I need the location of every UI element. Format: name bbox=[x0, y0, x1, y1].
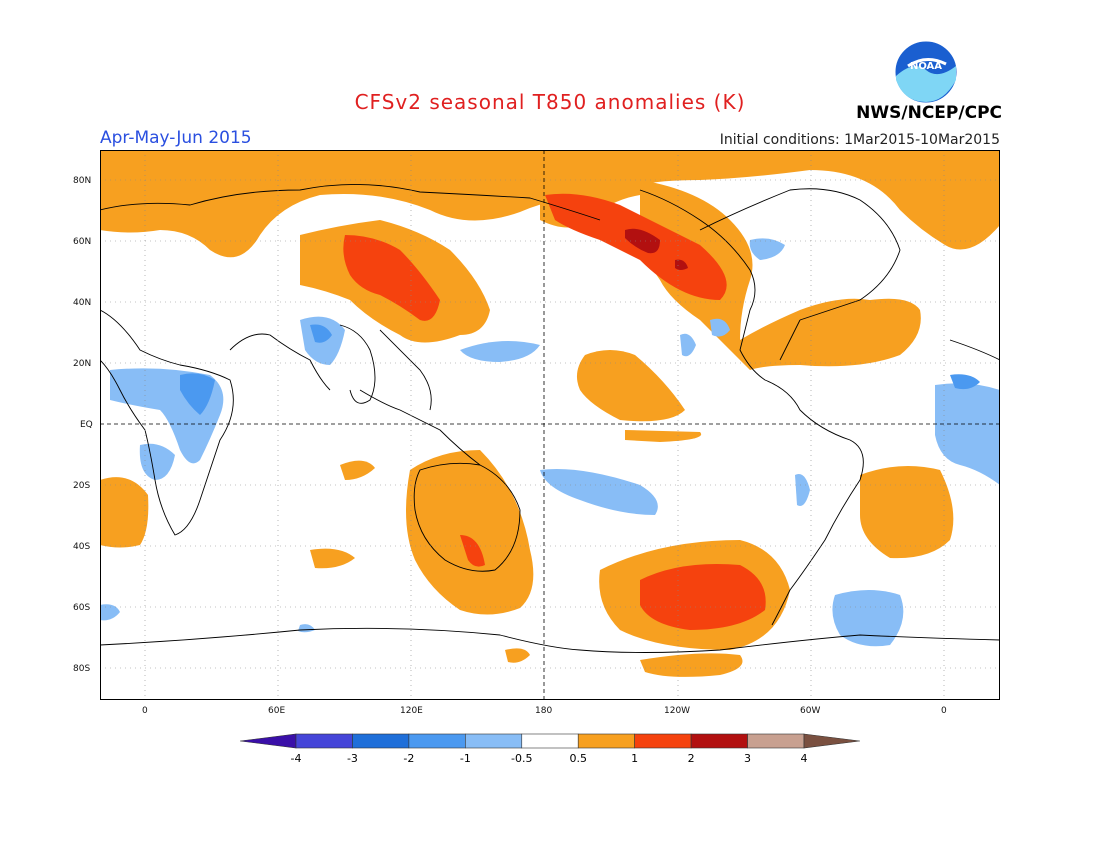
lon-label: 180 bbox=[535, 706, 553, 716]
lat-label: 40N bbox=[73, 298, 92, 308]
lat-label: 40S bbox=[73, 542, 91, 552]
lon-label: 0 bbox=[941, 706, 947, 716]
lat-label: EQ bbox=[80, 420, 93, 430]
colorbar: -4 -3 -2 -1 -0.5 0.5 1 2 3 4 bbox=[240, 733, 860, 765]
colorbar-swatch bbox=[352, 733, 410, 749]
map-gridlines bbox=[100, 150, 1000, 700]
colorbar-label: -1 bbox=[460, 752, 471, 765]
colorbar-max-triangle bbox=[803, 733, 860, 749]
colorbar-swatch bbox=[690, 733, 748, 749]
lat-label: 20N bbox=[73, 359, 92, 369]
colorbar-label: -3 bbox=[347, 752, 358, 765]
colorbar-swatch bbox=[634, 733, 692, 749]
reference-lines bbox=[100, 150, 1000, 700]
organization-label: NWS/NCEP/CPC bbox=[856, 103, 1002, 123]
colorbar-label: -2 bbox=[403, 752, 414, 765]
colorbar-label: 1 bbox=[631, 752, 638, 765]
lon-label: 0 bbox=[142, 706, 148, 716]
colorbar-swatch bbox=[408, 733, 466, 749]
lat-label: 80S bbox=[73, 664, 91, 674]
lat-label: 80N bbox=[73, 176, 92, 186]
lat-label: 60N bbox=[73, 237, 92, 247]
colorbar-swatch bbox=[465, 733, 523, 749]
lon-label: 60E bbox=[268, 706, 286, 716]
colorbar-swatch bbox=[577, 733, 635, 749]
colorbar-label: 2 bbox=[688, 752, 695, 765]
moderate-cool-regions bbox=[180, 324, 980, 415]
logo-text: NOAA bbox=[910, 61, 942, 72]
colorbar-swatch bbox=[747, 733, 805, 749]
lat-label: 20S bbox=[73, 481, 91, 491]
very-strong-warm-regions bbox=[625, 228, 688, 270]
lon-label: 60W bbox=[800, 706, 821, 716]
colorbar-label: 3 bbox=[744, 752, 751, 765]
page-title: CFSv2 seasonal T850 anomalies (K) bbox=[354, 90, 746, 114]
colorbar-label: 4 bbox=[801, 752, 808, 765]
initial-conditions: Initial conditions: 1Mar2015-10Mar2015 bbox=[719, 132, 1000, 148]
noaa-logo-icon: NOAA bbox=[894, 40, 958, 104]
lat-label: 60S bbox=[73, 603, 91, 613]
coastlines bbox=[100, 184, 1000, 653]
anomaly-map bbox=[100, 150, 1000, 700]
colorbar-swatch bbox=[521, 733, 579, 749]
forecast-period: Apr-May-Jun 2015 bbox=[100, 128, 252, 148]
colorbar-min-triangle bbox=[240, 733, 297, 749]
strong-warm-regions bbox=[343, 193, 766, 630]
lon-label: 120W bbox=[664, 706, 691, 716]
colorbar-label: -0.5 bbox=[511, 752, 532, 765]
colorbar-swatch bbox=[295, 733, 353, 749]
lon-label: 120E bbox=[400, 706, 423, 716]
colorbar-label: 0.5 bbox=[569, 752, 587, 765]
colorbar-label: -4 bbox=[291, 752, 302, 765]
